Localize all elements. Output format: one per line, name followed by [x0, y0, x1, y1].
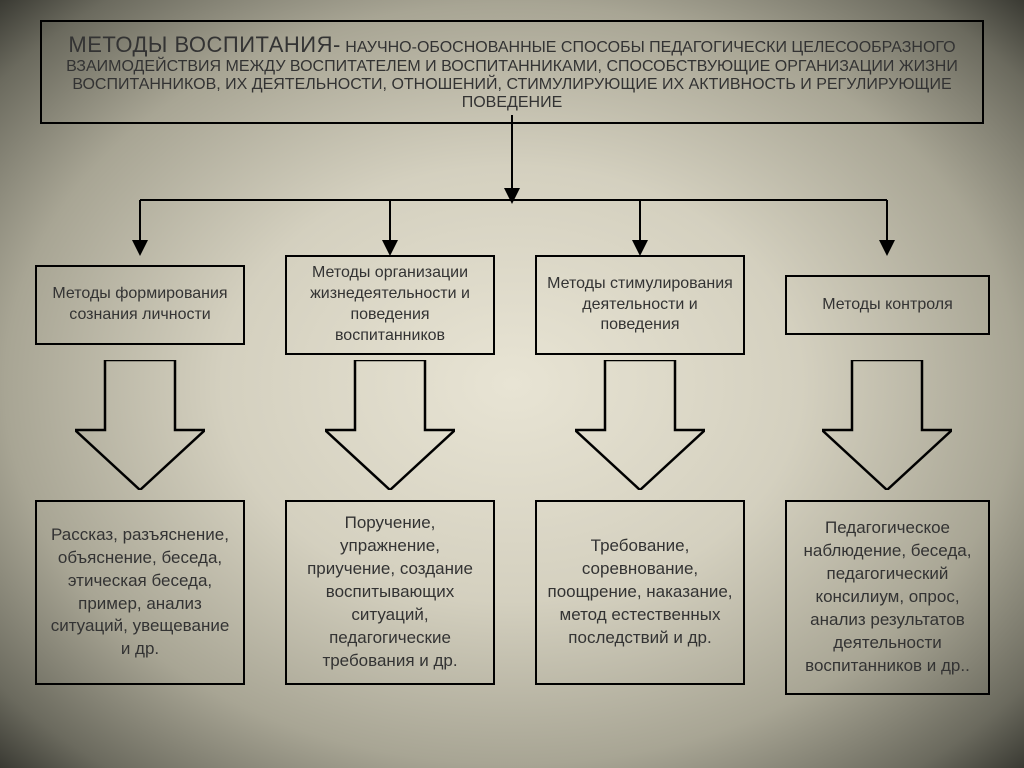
detail-text: Поручение, упражнение, приучение, создан… [295, 512, 485, 673]
detail-box-0: Рассказ, разъяснение, объяснение, беседа… [35, 500, 245, 685]
detail-box-2: Требование, соревнование, поощрение, нак… [535, 500, 745, 685]
detail-box-1: Поручение, упражнение, приучение, создан… [285, 500, 495, 685]
category-box-1: Методы организации жизнедеятельности и п… [285, 255, 495, 355]
category-label: Методы формирования сознания личности [45, 284, 235, 326]
block-arrow-2 [575, 360, 705, 490]
detail-box-3: Педагогическое наблюдение, беседа, педаг… [785, 500, 990, 695]
category-box-0: Методы формирования сознания личности [35, 265, 245, 345]
block-arrow-0 [75, 360, 205, 490]
header-title: МЕТОДЫ ВОСПИТАНИЯ- [68, 32, 340, 57]
category-label: Методы контроля [822, 295, 953, 316]
block-arrow-3 [822, 360, 952, 490]
category-box-3: Методы контроля [785, 275, 990, 335]
header-box: МЕТОДЫ ВОСПИТАНИЯ- НАУЧНО-ОБОСНОВАННЫЕ С… [40, 20, 984, 124]
detail-text: Рассказ, разъяснение, объяснение, беседа… [45, 524, 235, 662]
detail-text: Требование, соревнование, поощрение, нак… [545, 535, 735, 650]
block-arrow-1 [325, 360, 455, 490]
category-label: Методы стимулирования деятельности и пов… [545, 274, 735, 336]
category-box-2: Методы стимулирования деятельности и пов… [535, 255, 745, 355]
category-label: Методы организации жизнедеятельности и п… [295, 263, 485, 346]
detail-text: Педагогическое наблюдение, беседа, педаг… [795, 517, 980, 678]
